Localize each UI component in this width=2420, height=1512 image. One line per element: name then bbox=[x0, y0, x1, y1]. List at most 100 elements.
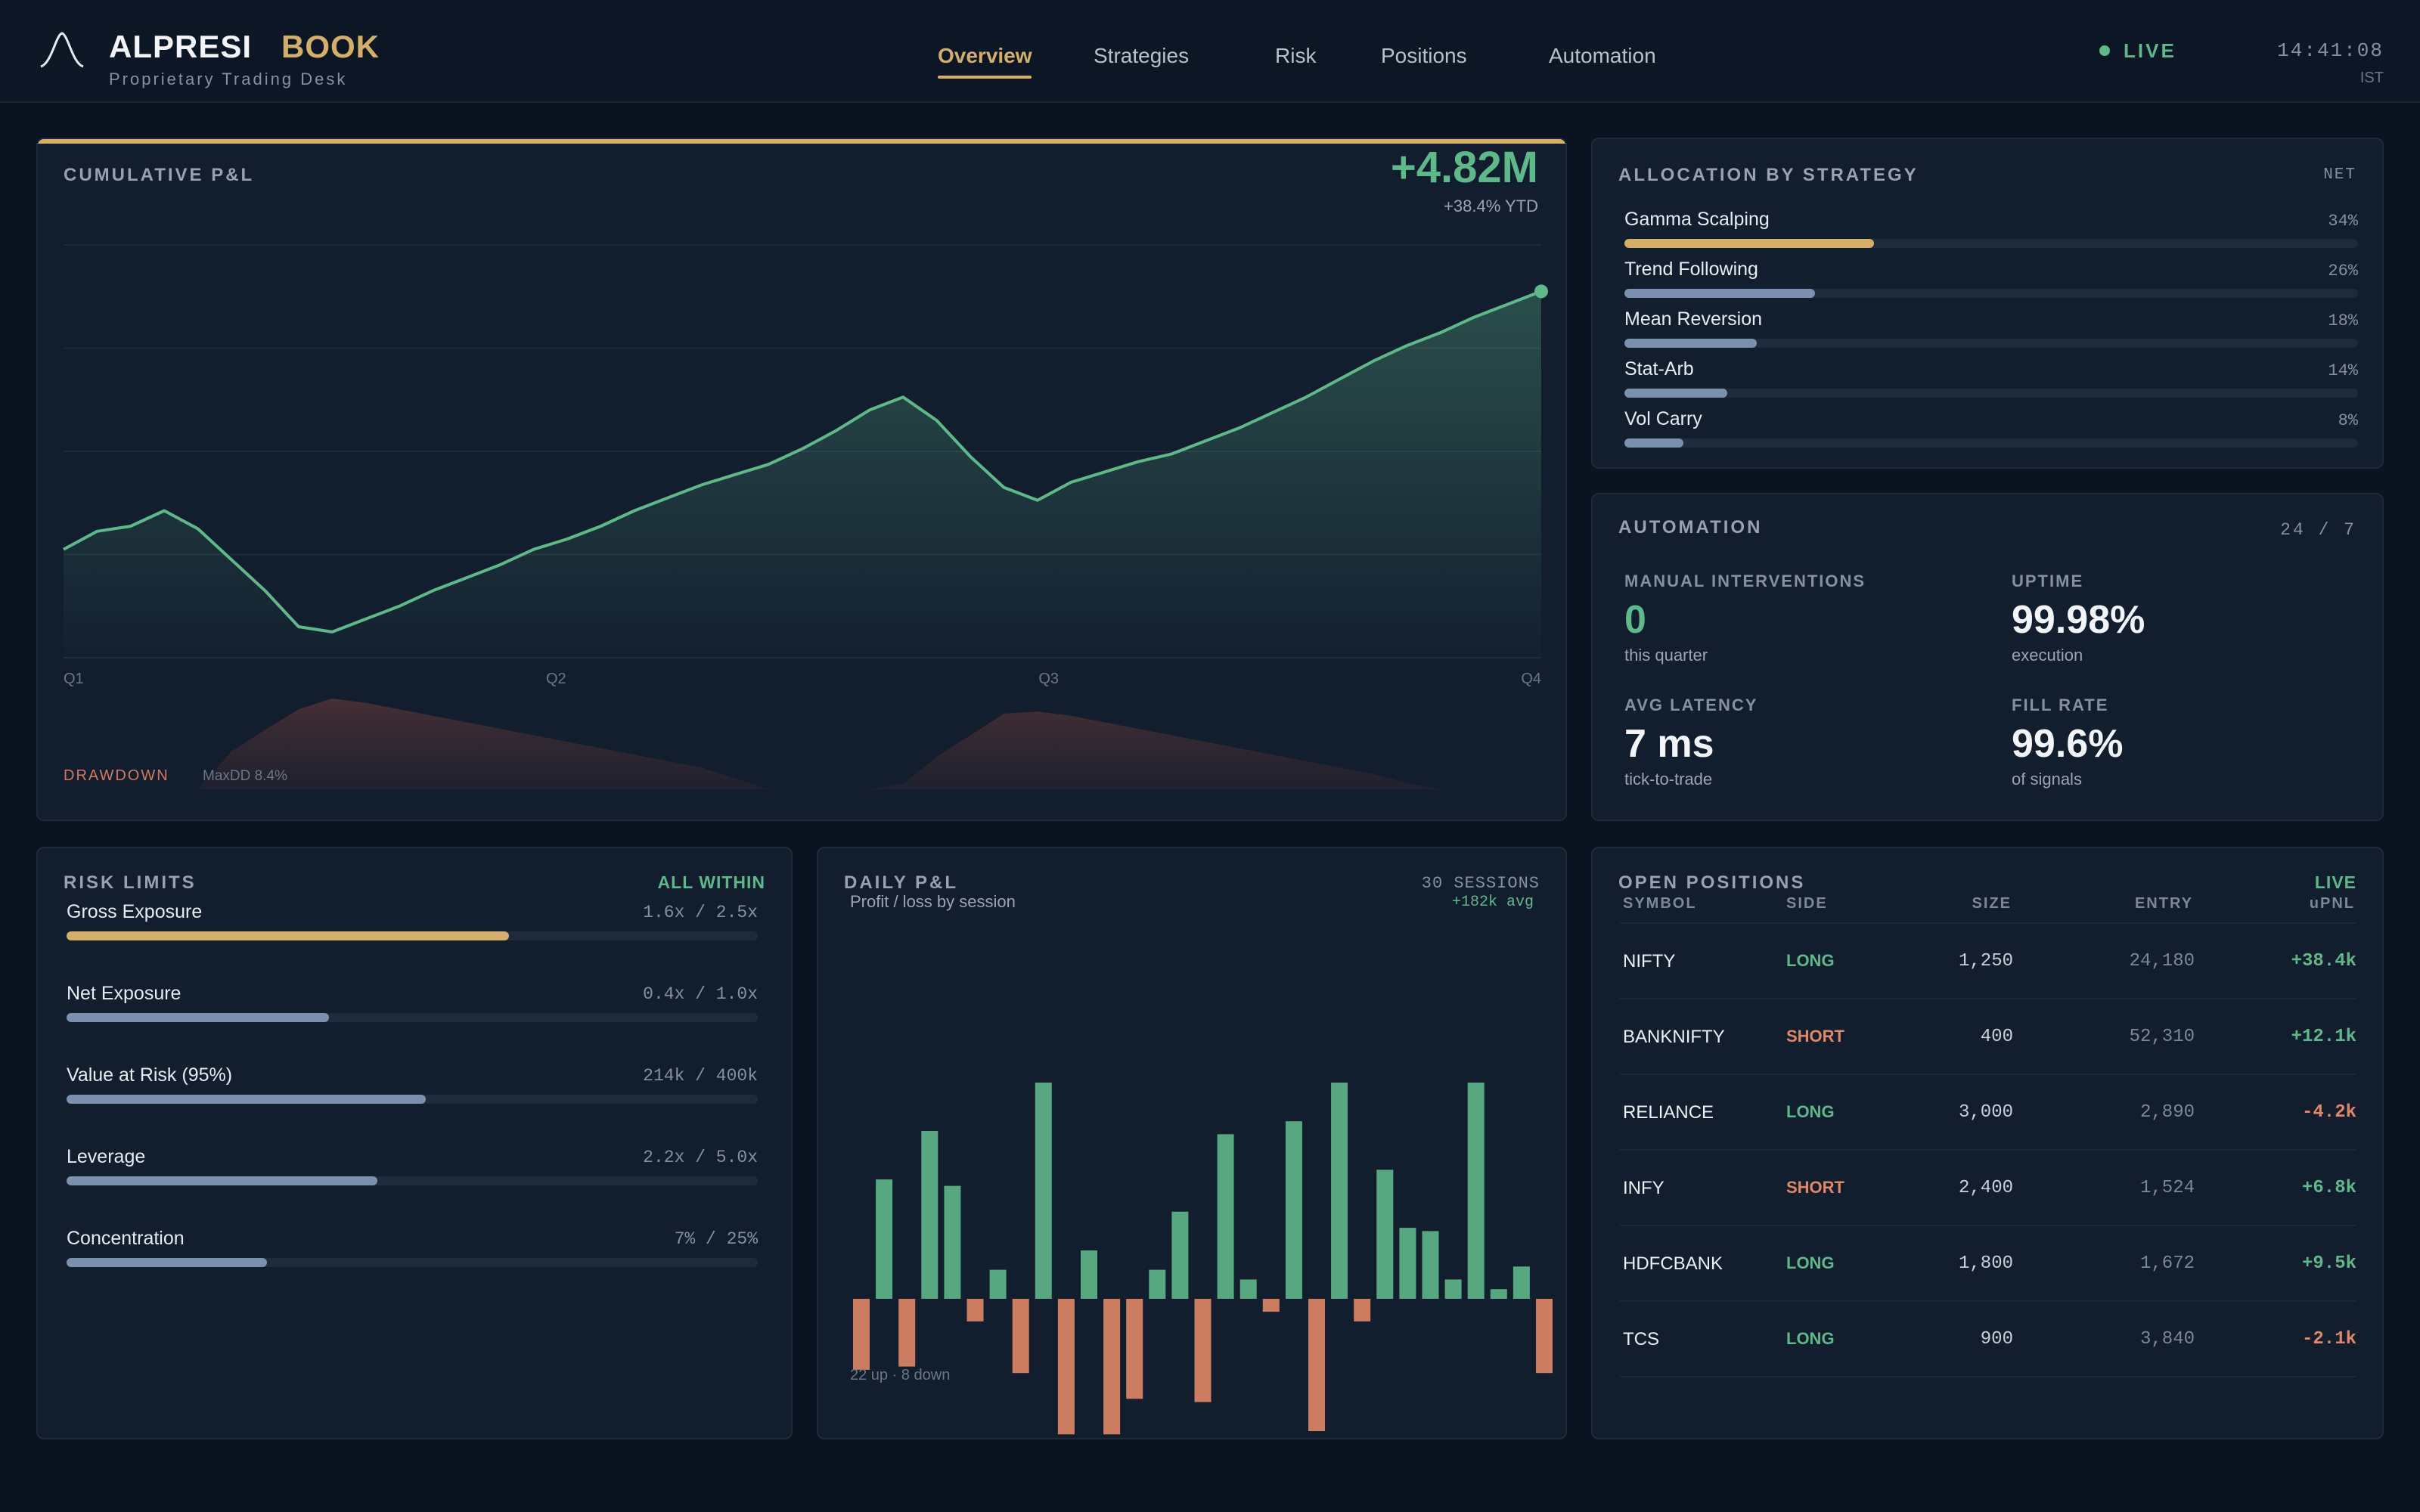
daily-pnl-bar[interactable] bbox=[1126, 1299, 1143, 1399]
position-symbol: HDFCBANK bbox=[1623, 1253, 1723, 1274]
position-upnl: +12.1k bbox=[2291, 1027, 2356, 1047]
position-side: LONG bbox=[1786, 1102, 1835, 1121]
allocation-fill bbox=[1624, 389, 1727, 398]
daily-pnl-bar[interactable] bbox=[1149, 1269, 1166, 1299]
allocation-track bbox=[1624, 438, 2358, 448]
panel-title: ALLOCATION BY STRATEGY bbox=[1618, 165, 1919, 185]
daily-pnl-bar[interactable] bbox=[989, 1269, 1007, 1299]
position-size: 900 bbox=[1980, 1329, 2013, 1349]
column-header-size: SIZE bbox=[1972, 895, 2012, 912]
position-row[interactable]: NIFTY LONG 1,250 24,180 +38.4k bbox=[1620, 924, 2356, 999]
risk-limit-row: Value at Risk (95%) 214k / 400k bbox=[67, 1064, 758, 1117]
daily-pnl-bar[interactable] bbox=[1308, 1299, 1325, 1431]
allocation-row: Vol Carry 8% bbox=[1624, 408, 2358, 454]
daily-pnl-bar[interactable] bbox=[1035, 1083, 1052, 1299]
daily-pnl-bar[interactable] bbox=[1057, 1299, 1075, 1435]
position-size: 2,400 bbox=[1958, 1178, 2013, 1198]
daily-pnl-bar[interactable] bbox=[1217, 1134, 1234, 1299]
position-row[interactable]: BANKNIFTY SHORT 400 52,310 +12.1k bbox=[1620, 999, 2356, 1075]
allocation-track bbox=[1624, 339, 2358, 348]
daily-pnl-bar[interactable] bbox=[921, 1131, 939, 1299]
daily-pnl-bar[interactable] bbox=[1536, 1299, 1553, 1374]
tab-overview[interactable]: Overview bbox=[938, 44, 1032, 67]
daily-pnl-bar[interactable] bbox=[1512, 1266, 1530, 1299]
tab-strategies[interactable]: Strategies bbox=[1094, 44, 1190, 67]
risk-utilization-fill bbox=[67, 1258, 268, 1267]
risk-limit-row: Net Exposure 0.4x / 1.0x bbox=[67, 983, 758, 1036]
pnl-last-point bbox=[1534, 284, 1548, 299]
allocation-track bbox=[1624, 389, 2358, 398]
allocation-track bbox=[1624, 289, 2358, 298]
tab-positions[interactable]: Positions bbox=[1381, 44, 1467, 67]
daily-pnl-bar[interactable] bbox=[1285, 1121, 1302, 1299]
position-entry: 1,524 bbox=[2139, 1178, 2195, 1198]
daily-pnl-bar[interactable] bbox=[1444, 1279, 1462, 1299]
risk-track bbox=[67, 931, 758, 940]
kpi-fill-rate: FILL RATE 99.6% of signals bbox=[2012, 696, 2123, 789]
position-symbol: RELIANCE bbox=[1623, 1102, 1714, 1123]
position-row[interactable]: HDFCBANK LONG 1,800 1,672 +9.5k bbox=[1620, 1226, 2356, 1302]
risk-track bbox=[67, 1176, 758, 1185]
risk-value: 0.4x / 1.0x bbox=[643, 984, 758, 1004]
average-pnl: +182k avg bbox=[1451, 894, 1534, 911]
kpi-value: 99.98% bbox=[2012, 598, 2145, 642]
daily-pnl-bar[interactable] bbox=[944, 1185, 961, 1299]
risk-value: 2.2x / 5.0x bbox=[643, 1148, 758, 1167]
kpi-sub: tick-to-trade bbox=[1624, 770, 1713, 789]
risk-limit-row: Concentration 7% / 25% bbox=[67, 1228, 758, 1281]
daily-pnl-bar[interactable] bbox=[1171, 1211, 1189, 1299]
daily-pnl-bar[interactable] bbox=[1467, 1083, 1485, 1299]
brand-subtitle: Proprietary Trading Desk bbox=[109, 70, 348, 88]
strategy-name: Stat-Arb bbox=[1624, 358, 1694, 380]
x-tick-label: Q3 bbox=[1038, 671, 1059, 687]
daily-pnl-bar[interactable] bbox=[1012, 1299, 1029, 1374]
panel-title: AUTOMATION bbox=[1618, 517, 1763, 538]
daily-pnl-bar[interactable] bbox=[1331, 1083, 1348, 1299]
kpi-sub: execution bbox=[2012, 646, 2083, 665]
daily-pnl-bar[interactable] bbox=[966, 1299, 984, 1321]
allocation-row: Gamma Scalping 34% bbox=[1624, 209, 2358, 254]
daily-pnl-bar[interactable] bbox=[1376, 1170, 1394, 1299]
risk-limits-panel: RISK LIMITS ALL WITHIN Gross Exposure 1.6… bbox=[36, 847, 793, 1439]
position-upnl: -2.1k bbox=[2301, 1329, 2356, 1349]
risk-value: 214k / 400k bbox=[643, 1066, 758, 1086]
strategy-name: Mean Reversion bbox=[1624, 308, 1763, 330]
daily-pnl-bar[interactable] bbox=[876, 1179, 893, 1299]
daily-pnl-bar[interactable] bbox=[1081, 1250, 1097, 1299]
kpi-label: AVG LATENCY bbox=[1624, 696, 1758, 714]
risk-value: 7% / 25% bbox=[674, 1229, 758, 1249]
allocation-row: Trend Following 26% bbox=[1624, 259, 2358, 304]
position-symbol: BANKNIFTY bbox=[1623, 1027, 1725, 1047]
position-side: SHORT bbox=[1786, 1178, 1844, 1197]
position-side: LONG bbox=[1786, 1329, 1835, 1348]
daily-pnl-bar[interactable] bbox=[898, 1299, 916, 1367]
position-upnl: +6.8k bbox=[2301, 1178, 2356, 1198]
risk-name: Concentration bbox=[67, 1228, 185, 1249]
daily-pnl-bar[interactable] bbox=[1490, 1289, 1507, 1299]
allocation-fill bbox=[1624, 438, 1683, 448]
positions-live-tag: LIVE bbox=[2314, 872, 2356, 892]
column-header-side: SIDE bbox=[1786, 895, 1828, 912]
column-header-entry: ENTRY bbox=[2134, 895, 2193, 912]
position-row[interactable]: TCS LONG 900 3,840 -2.1k bbox=[1620, 1302, 2356, 1377]
tab-automation[interactable]: Automation bbox=[1549, 44, 1656, 67]
risk-track bbox=[67, 1095, 758, 1104]
daily-pnl-bar[interactable] bbox=[1194, 1299, 1212, 1402]
daily-pnl-bar[interactable] bbox=[853, 1299, 870, 1370]
daily-pnl-bar[interactable] bbox=[1399, 1228, 1416, 1299]
daily-pnl-bar[interactable] bbox=[1422, 1231, 1439, 1299]
daily-pnl-bar[interactable] bbox=[1262, 1299, 1280, 1312]
daily-pnl-bar[interactable] bbox=[1354, 1299, 1371, 1321]
position-row[interactable]: INFY SHORT 2,400 1,524 +6.8k bbox=[1620, 1151, 2356, 1226]
automation-panel: AUTOMATION 24 / 7 MANUAL INTERVENTIONS 0… bbox=[1591, 493, 2384, 821]
position-row[interactable]: RELIANCE LONG 3,000 2,890 -4.2k bbox=[1620, 1075, 2356, 1151]
panel-title: OPEN POSITIONS bbox=[1618, 872, 1806, 893]
position-entry: 24,180 bbox=[2129, 951, 2195, 971]
risk-limit-row: Leverage 2.2x / 5.0x bbox=[67, 1146, 758, 1199]
tab-risk[interactable]: Risk bbox=[1275, 44, 1317, 67]
daily-pnl-bar[interactable] bbox=[1239, 1279, 1257, 1299]
drawdown-area bbox=[64, 699, 1541, 789]
daily-pnl-bar[interactable] bbox=[1103, 1299, 1121, 1435]
allocation-row: Stat-Arb 14% bbox=[1624, 358, 2358, 404]
position-entry: 52,310 bbox=[2129, 1027, 2195, 1047]
